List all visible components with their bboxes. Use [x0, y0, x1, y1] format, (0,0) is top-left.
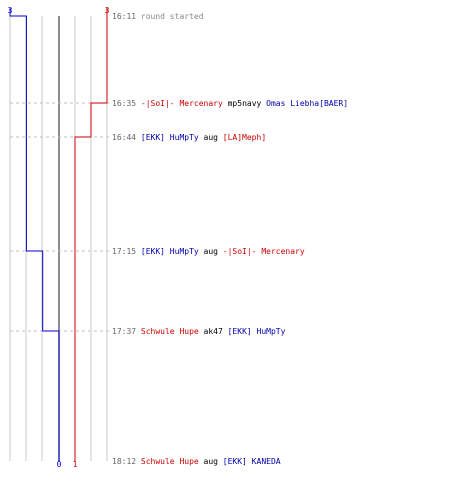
event-log: 16:11 round started 16:35 -|SoI|- Mercena… [112, 12, 348, 466]
event-part: [EKK] KANEDA [218, 457, 281, 466]
event-entry: 16:11 round started [112, 12, 204, 21]
event-entry: 16:44 [EKK] HuMpTy aug [LA]Meph] [112, 133, 266, 142]
score-labels: 3 0 3 1 [8, 6, 110, 469]
event-part: ak47 [199, 327, 223, 336]
start-score-red: 3 [105, 6, 110, 15]
event-part: round started [141, 12, 204, 21]
event-entry: 16:35 -|SoI|- Mercenary mp5navy Omas Lie… [112, 99, 348, 108]
event-part: [LA]Meph] [218, 133, 266, 142]
start-score-blue: 3 [8, 6, 13, 15]
event-part: Schwule Hupe [141, 457, 199, 466]
event-part: aug [199, 247, 218, 256]
event-part: aug [199, 457, 218, 466]
event-part: Schwule Hupe [141, 327, 199, 336]
event-entry: 18:12 Schwule Hupe aug [EKK] KANEDA [112, 457, 281, 466]
series-line-blue [9, 8, 60, 462]
event-entry: 17:37 Schwule Hupe ak47 [EKK] HuMpTy [112, 327, 286, 336]
event-part: aug [199, 133, 218, 142]
event-time: 16:11 [112, 12, 141, 21]
event-part: Omas Liebha[BAER] [261, 99, 348, 108]
event-time: 16:35 [112, 99, 141, 108]
event-part: [EKK] HuMpTy [141, 247, 199, 256]
series-line-red [74, 8, 108, 462]
event-part: -|SoI|- Mercenary [218, 247, 305, 256]
event-part: mp5navy [223, 99, 262, 108]
series-lines [9, 8, 108, 462]
event-part: [EKK] HuMpTy [141, 133, 199, 142]
event-time: 17:15 [112, 247, 141, 256]
end-score-blue: 0 [57, 460, 62, 469]
event-part: [EKK] HuMpTy [223, 327, 286, 336]
event-time: 16:44 [112, 133, 141, 142]
end-score-red: 1 [73, 460, 78, 469]
event-time: 18:12 [112, 457, 141, 466]
event-entry: 17:15 [EKK] HuMpTy aug -|SoI|- Mercenary [112, 247, 305, 256]
event-part: -|SoI|- Mercenary [141, 99, 223, 108]
event-time: 17:37 [112, 327, 141, 336]
